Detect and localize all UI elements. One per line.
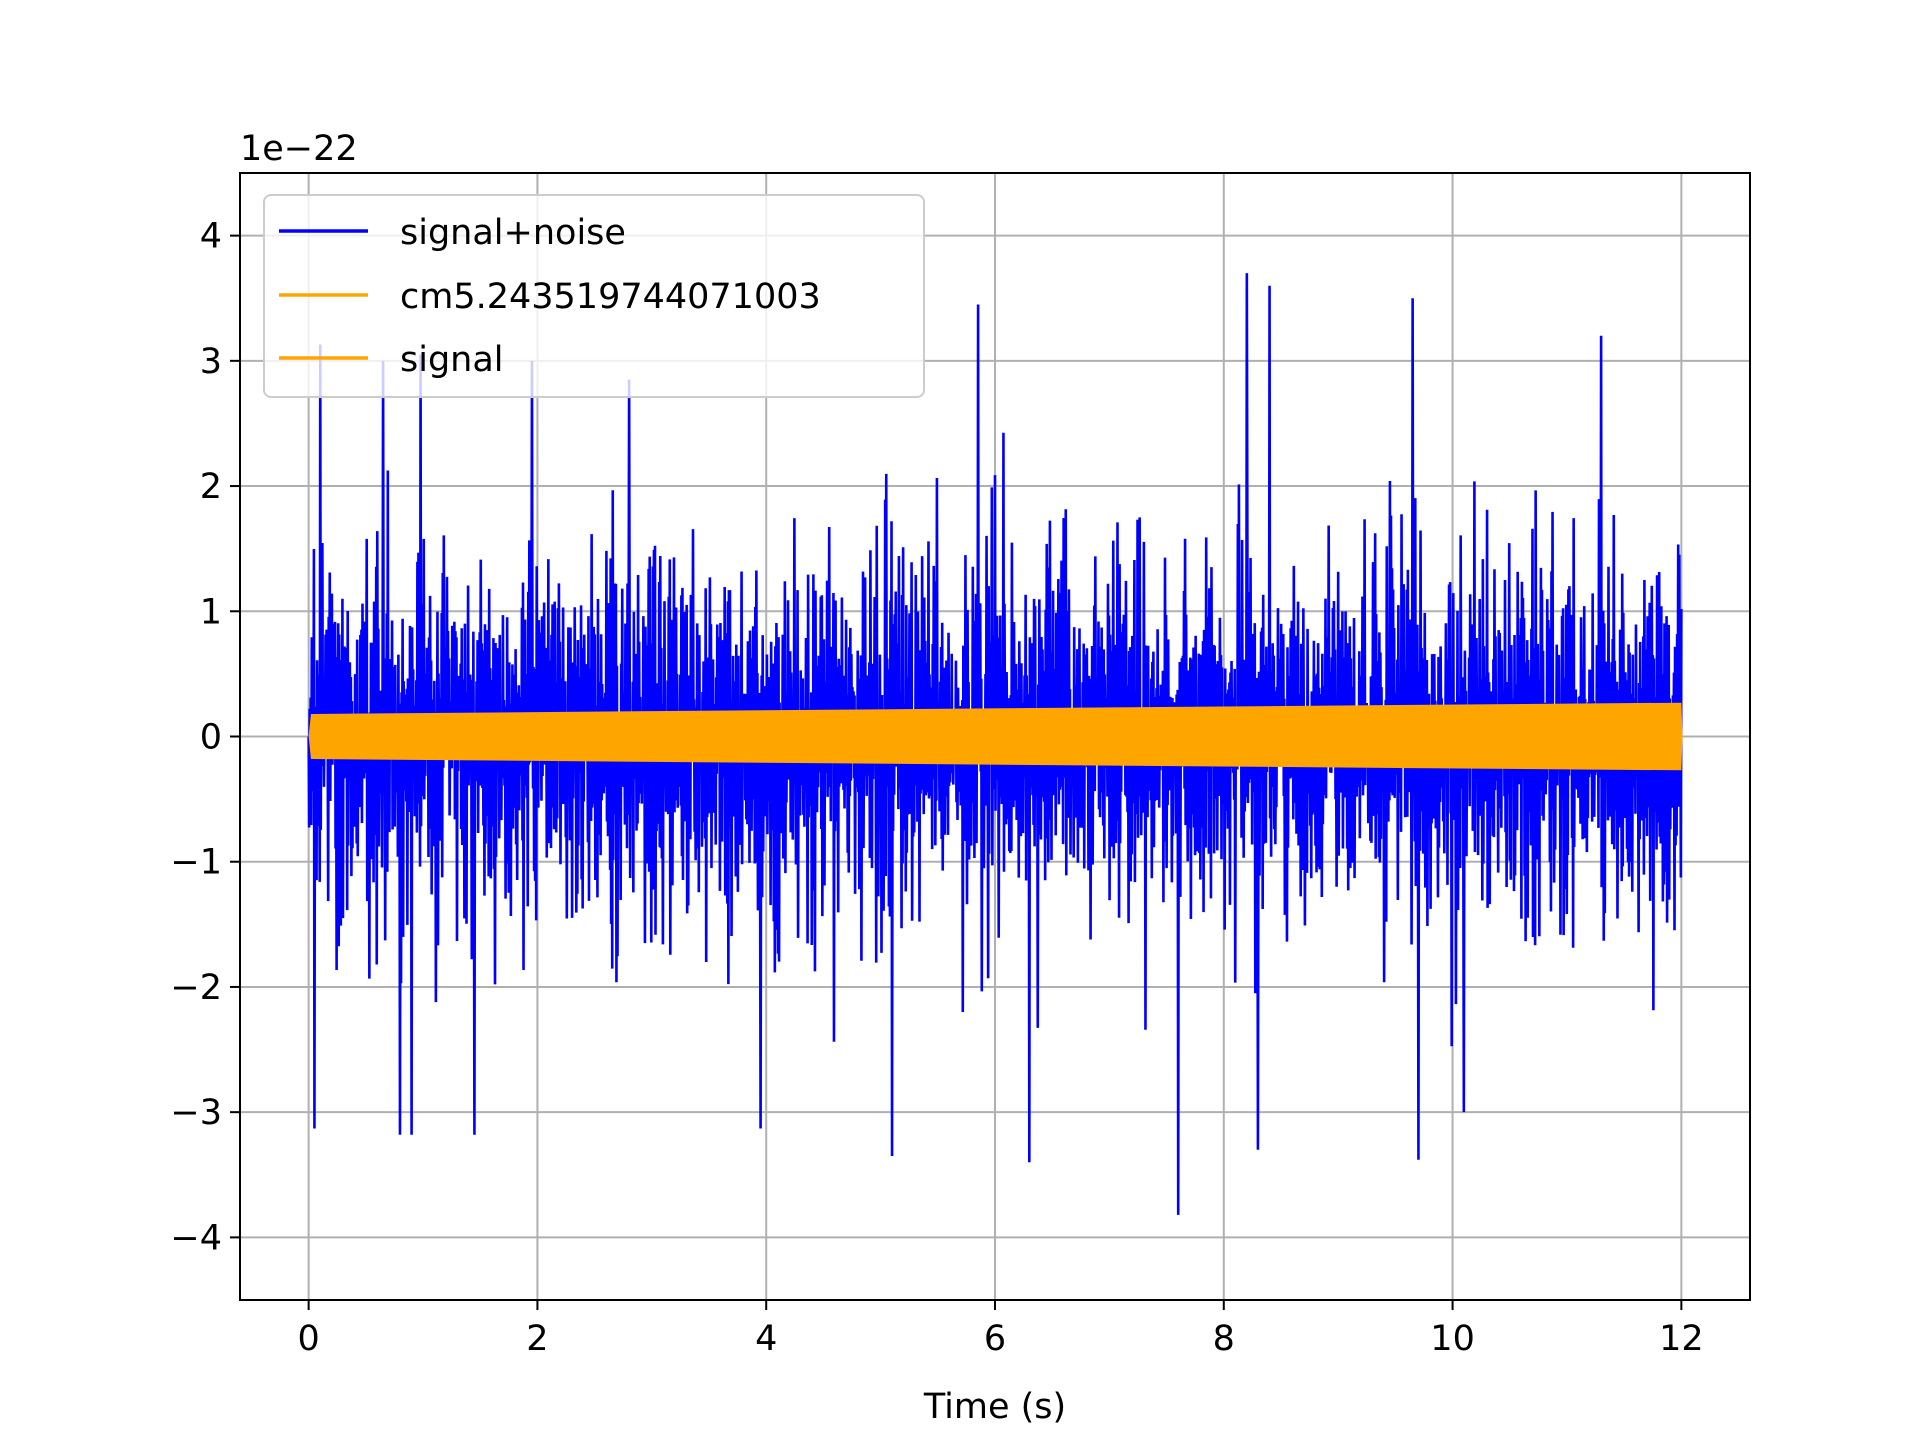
x-tick-label: 6 <box>984 1319 1006 1359</box>
y-tick-label: −3 <box>170 1093 222 1133</box>
series-signal-band <box>308 702 1683 771</box>
x-tick-label: 8 <box>1213 1319 1235 1359</box>
y-offset-label: 1e−22 <box>240 129 358 169</box>
legend-box <box>263 194 925 398</box>
x-tick-label: 12 <box>1659 1319 1704 1359</box>
x-tick-label: 0 <box>297 1319 319 1359</box>
y-tick-label: 4 <box>200 217 222 257</box>
y-tick-label: −2 <box>170 968 222 1008</box>
y-tick-label: 2 <box>200 467 222 507</box>
y-tick-label: −1 <box>170 843 222 883</box>
plot-area <box>307 273 1683 1215</box>
x-axis-label: Time (s) <box>923 1387 1066 1427</box>
y-tick-label: 3 <box>200 342 222 382</box>
x-tick-label: 4 <box>755 1319 777 1359</box>
legend-label-signal: signal <box>400 340 504 380</box>
y-tick-label: −4 <box>170 1218 222 1258</box>
legend: signal+noise cm5.243519744071003 signal <box>263 194 925 398</box>
y-axis: −4 −3 −2 −1 0 1 2 3 4 <box>170 217 240 1258</box>
y-tick-label: 0 <box>200 718 222 758</box>
x-tick-label: 2 <box>526 1319 548 1359</box>
legend-label-cm: cm5.243519744071003 <box>400 277 821 317</box>
legend-label-signal-noise: signal+noise <box>400 213 626 253</box>
x-tick-label: 10 <box>1430 1319 1475 1359</box>
x-axis: 0 2 4 6 8 10 12 <box>297 1300 1704 1359</box>
y-tick-label: 1 <box>200 592 222 632</box>
